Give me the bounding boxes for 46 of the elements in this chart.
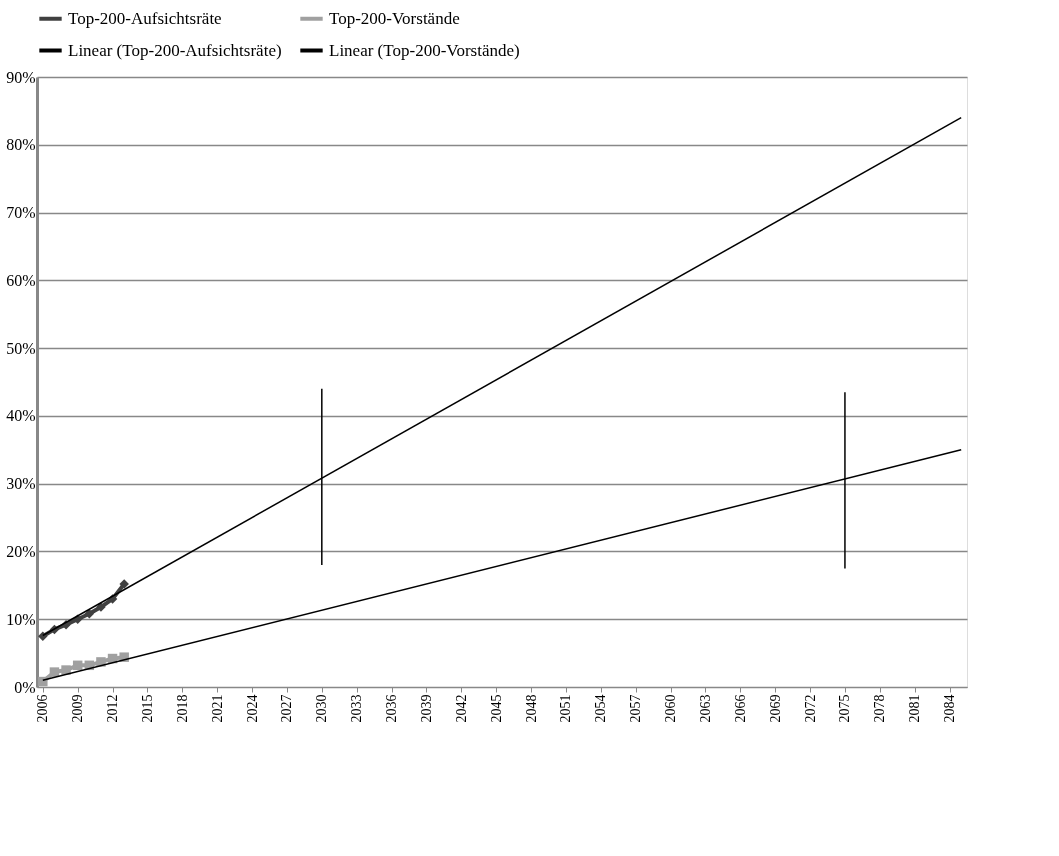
legend-label: Linear (Top-200-Aufsichtsräte) [68,40,282,60]
y-tick-label: 50% [6,339,36,357]
x-tick-label: 2075 [837,694,853,723]
point [38,631,48,641]
x-tick-label: 2015 [139,694,155,723]
x-tick-label: 2060 [663,694,679,723]
x-tick-label: 2030 [314,694,330,723]
y-tick-label: 0% [14,678,36,696]
legend-label: Top-200-Vorstände [329,8,460,28]
point [38,676,48,687]
x-tick-label: 2024 [244,694,260,723]
y-tick-label: 30% [6,475,36,493]
x-tick-label: 2021 [209,694,225,723]
x-tick-label: 2009 [70,694,86,723]
point [49,667,60,677]
x-tick-label: 2063 [697,694,713,723]
x-tick-label: 2078 [872,694,888,723]
x-tick-label: 2054 [593,694,609,723]
x-tick-label: 2036 [384,694,400,723]
y-tick-label: 90% [6,68,36,86]
y-tick-label: 60% [6,271,36,289]
legend-label: Top-200-Aufsichtsräte [68,8,222,28]
x-tick-label: 2033 [349,694,365,723]
x-tick-label: 2027 [279,694,295,723]
x-tick-label: 2018 [174,694,190,723]
point [84,609,95,619]
y-tick-label: 70% [6,204,36,222]
x-tick-label: 2042 [453,694,469,723]
x-tick-label: 2072 [802,694,818,723]
x-tick-label: 2081 [907,694,923,723]
x-tick-label: 2045 [488,694,504,723]
x-tick-label: 2057 [628,694,644,723]
x-tick-label: 2066 [732,694,748,723]
x-tick-label: 2012 [105,694,121,723]
x-tick-label: 2051 [558,694,574,723]
y-tick-label: 40% [6,407,36,425]
x-tick-label: 2069 [767,694,783,723]
x-tick-label: 2039 [418,694,434,723]
x-tick-label: 2084 [942,694,958,723]
x-tick-label: 2048 [523,694,539,723]
y-tick-label: 20% [6,542,36,560]
x-tick-label: 2006 [35,694,51,723]
legend-label: Linear (Top-200-Vorstände) [329,40,520,60]
point [72,660,83,671]
y-tick-label: 10% [6,610,36,628]
y-tick-label: 80% [6,136,36,154]
